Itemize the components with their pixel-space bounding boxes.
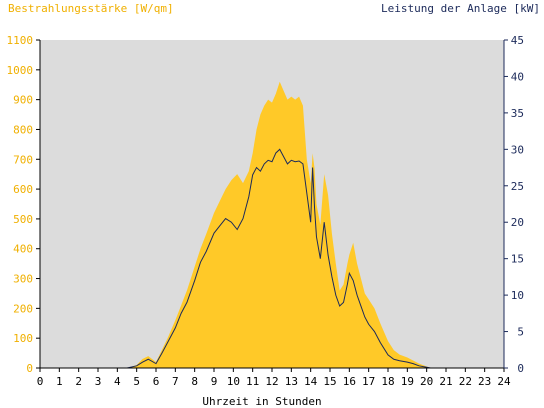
x-tick-label: 2 — [75, 375, 82, 388]
x-tick-label: 10 — [227, 375, 240, 388]
right-ticks: 0 5 10 15 20 25 30 35 40 45 — [504, 34, 524, 375]
x-tick-label: 11 — [246, 375, 259, 388]
x-tick-label: 22 — [459, 375, 472, 388]
x-tick-label: 1 — [56, 375, 63, 388]
x-tick-label: 23 — [478, 375, 491, 388]
left-tick-label: 400 — [13, 243, 33, 256]
right-tick-label: 30 — [511, 143, 524, 156]
right-tick-label: 35 — [511, 107, 524, 120]
power-line — [40, 148, 504, 369]
left-tick-label: 500 — [13, 213, 33, 226]
left-tick-label: 0 — [26, 362, 33, 375]
left-ticks: 0 100 200 300 400 500 600 700 800 900 1000 1100 — [7, 34, 40, 375]
x-tick-label: 20 — [420, 375, 433, 388]
left-axis-title: Bestrahlungsstärke [W/qm] — [8, 2, 174, 15]
irradiance-area — [40, 81, 504, 368]
x-tick-label: 19 — [401, 375, 414, 388]
right-tick-label: 25 — [511, 180, 524, 193]
x-tick-label: 16 — [343, 375, 356, 388]
left-tick-label: 200 — [13, 302, 33, 315]
x-tick-label: 5 — [133, 375, 140, 388]
right-tick-label: 15 — [511, 253, 524, 266]
left-tick-label: 100 — [13, 332, 33, 345]
x-tick-label: 9 — [211, 375, 218, 388]
left-tick-label: 700 — [13, 153, 33, 166]
left-tick-label: 1000 — [7, 64, 34, 77]
left-tick-label: 1100 — [7, 34, 34, 47]
x-tick-label: 8 — [191, 375, 198, 388]
x-tick-label: 7 — [172, 375, 179, 388]
left-tick-label: 300 — [13, 273, 33, 286]
x-tick-label: 4 — [114, 375, 121, 388]
x-axis-title: Uhrzeit in Stunden — [202, 395, 321, 408]
right-axis-title: Leistung der Anlage [kW] — [381, 2, 540, 15]
right-tick-label: 45 — [511, 34, 524, 47]
right-tick-label: 0 — [517, 362, 524, 375]
x-tick-label: 21 — [439, 375, 452, 388]
x-tick-label: 18 — [381, 375, 394, 388]
x-tick-label: 6 — [153, 375, 160, 388]
x-tick-label: 13 — [285, 375, 298, 388]
x-tick-label: 0 — [37, 375, 44, 388]
x-tick-label: 17 — [362, 375, 375, 388]
x-tick-label: 15 — [323, 375, 336, 388]
x-tick-label: 3 — [95, 375, 102, 388]
x-tick-label: 14 — [304, 375, 318, 388]
right-tick-label: 10 — [511, 289, 524, 302]
x-ticks: 0 1 2 3 4 5 6 7 8 9 10 11 12 13 14 15 16 17 18 19 20 21 22 23 24 — [37, 368, 511, 388]
right-tick-label: 5 — [517, 326, 524, 339]
x-tick-label: 12 — [265, 375, 278, 388]
right-tick-label: 20 — [511, 216, 524, 229]
x-tick-label: 24 — [497, 375, 511, 388]
left-tick-label: 900 — [13, 94, 33, 107]
left-tick-label: 800 — [13, 123, 33, 136]
left-tick-label: 600 — [13, 183, 33, 196]
right-tick-label: 40 — [511, 70, 524, 83]
